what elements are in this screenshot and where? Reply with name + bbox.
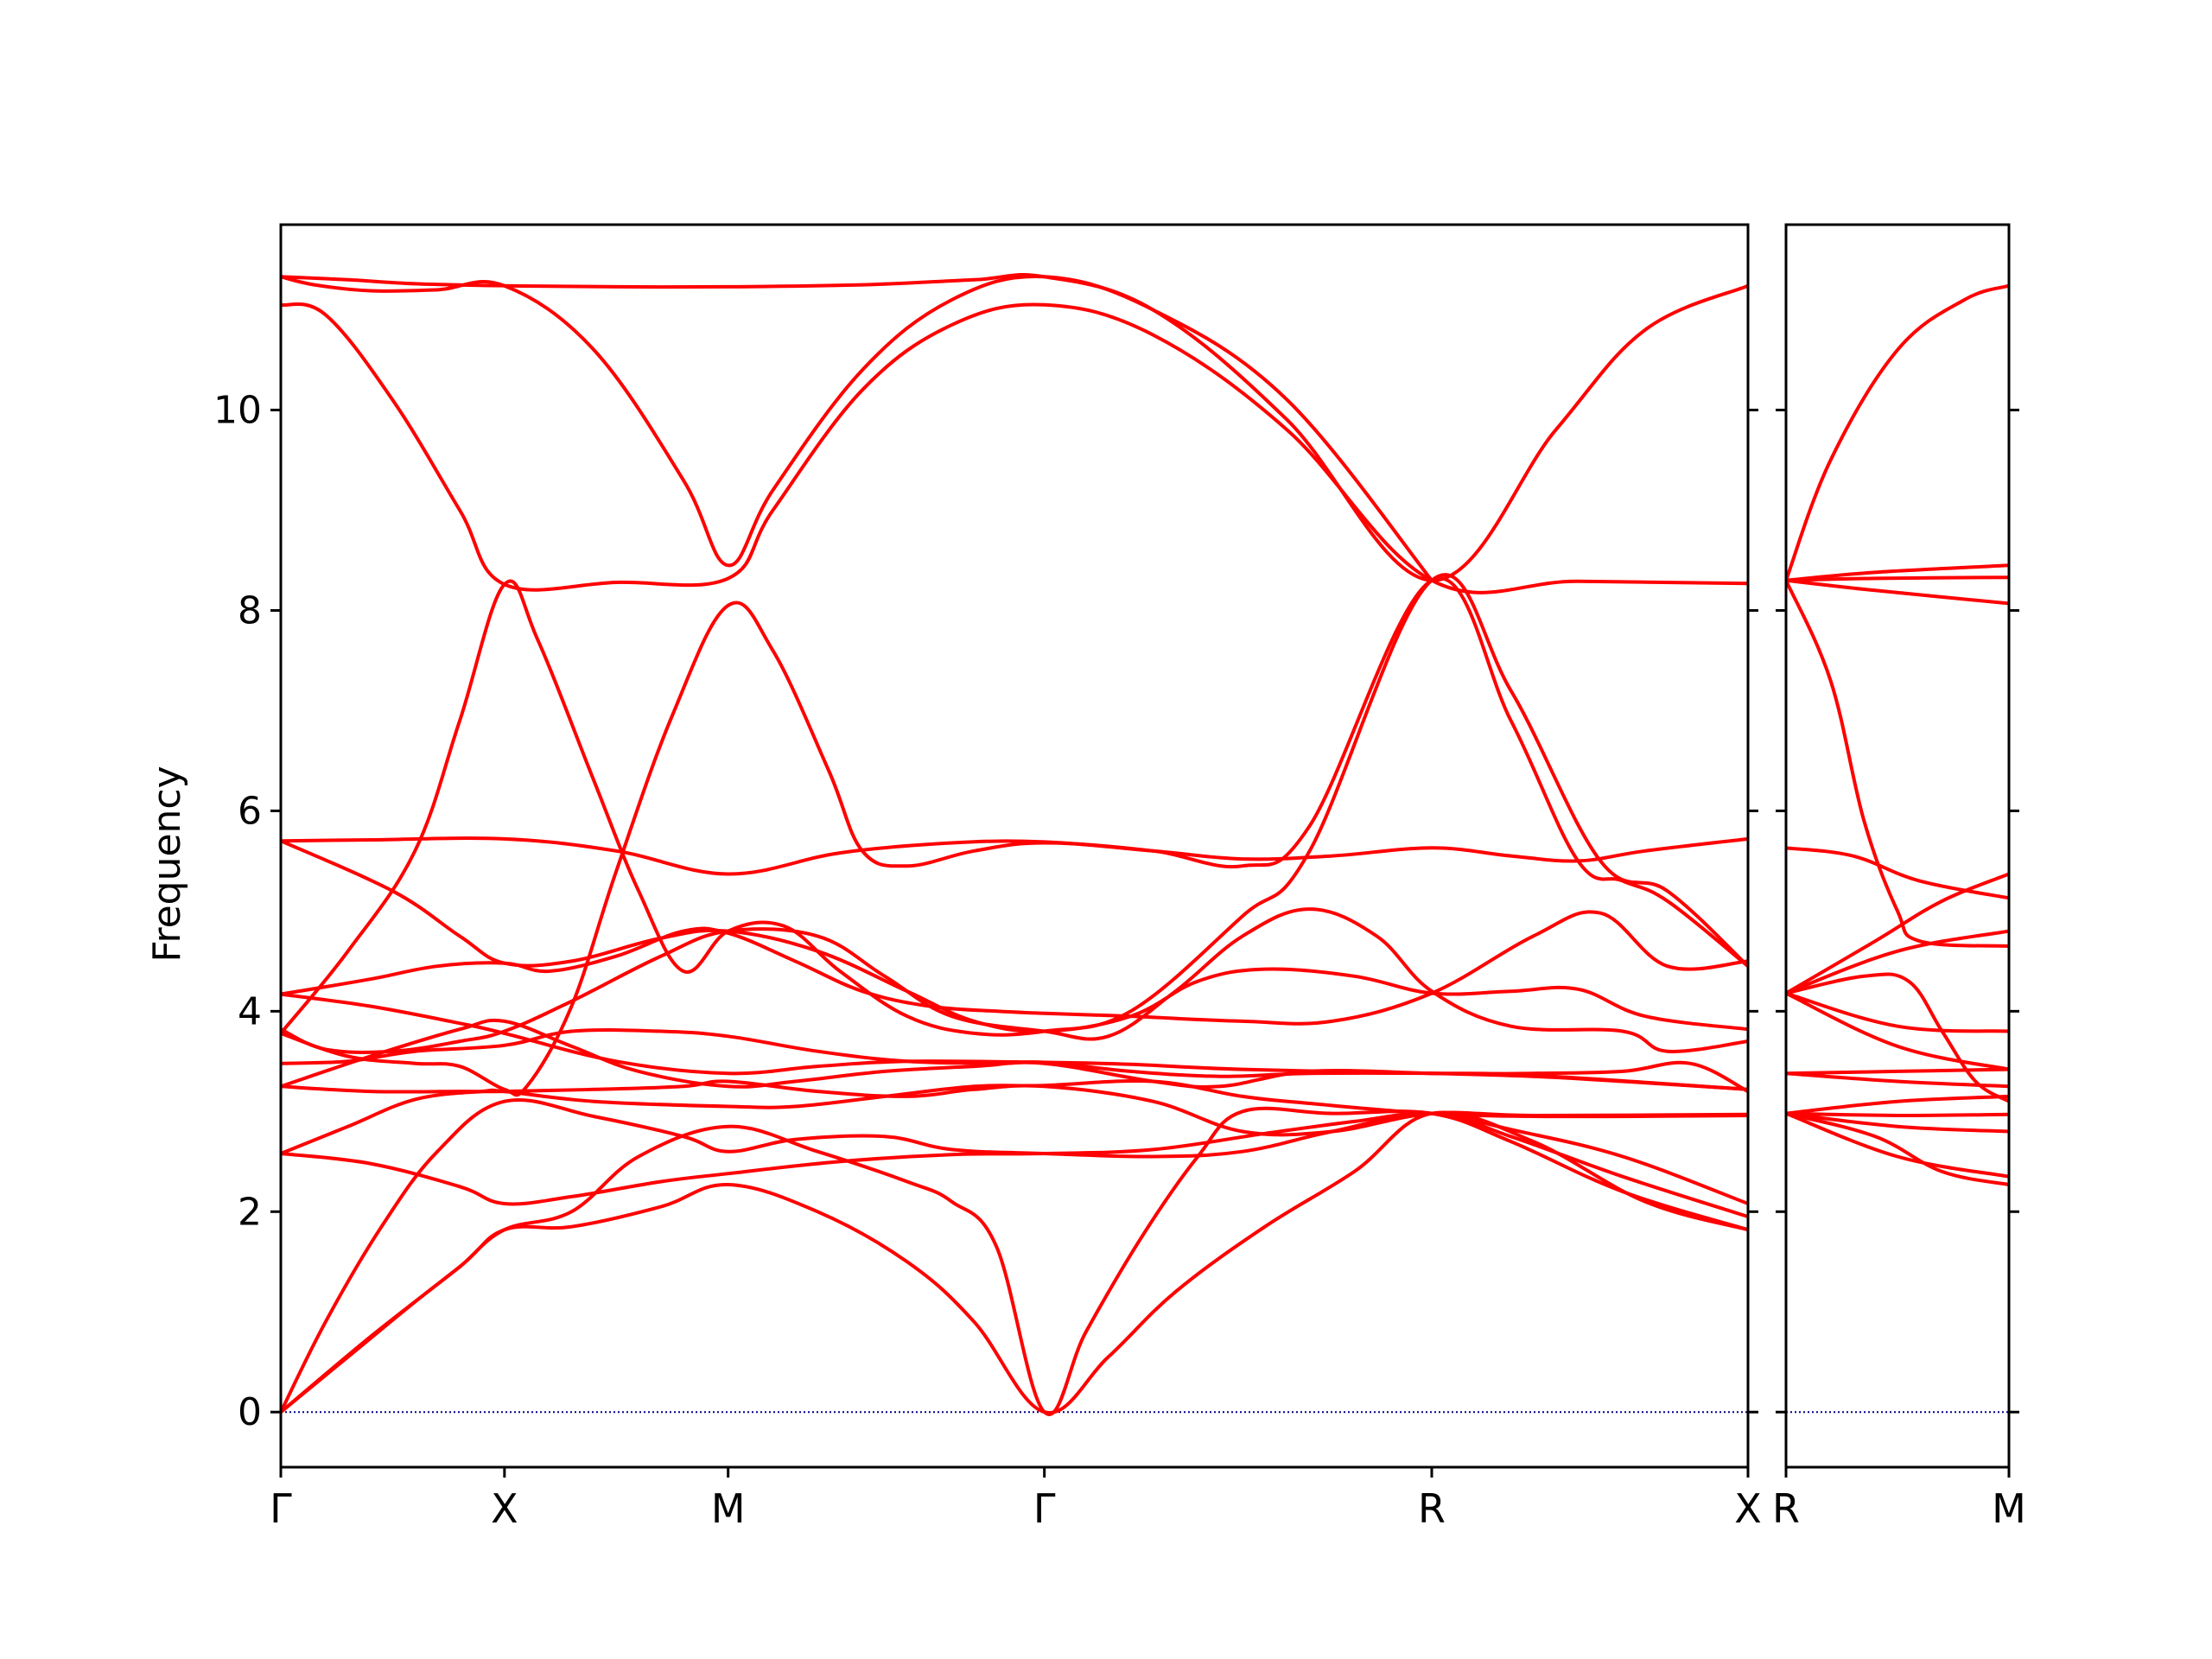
band-line-17 [1786,1111,2009,1179]
band-line-3 [281,302,1748,594]
y-tick-label: 0 [238,1390,262,1434]
panel-1: 0 2 4 6 8 10 Γ X M Γ R X [213,223,1762,1532]
band-line-12 [1786,1067,2009,1076]
band-line-16 [1786,1111,2009,1134]
band-line-18 [1786,1111,2009,1186]
band-line-2 [281,275,1433,582]
band-line-6 [281,992,1748,1094]
y-tick-label: 10 [213,389,262,433]
x-tick-label: R [1772,1485,1800,1532]
x-tick-label: Γ [1033,1485,1056,1532]
band-line-4 [1786,578,2009,606]
band-line-10 [281,910,1748,1026]
band-lines [1786,283,2009,1186]
band-line-7 [281,907,1748,1054]
axes-frame [279,223,1750,1469]
y-axis-label: Frequency [145,766,189,962]
band-line-9 [281,576,1748,1097]
x-tick-label: M [1992,1485,2026,1532]
band-line-15 [1786,1111,2009,1118]
x-tick-label: X [1734,1485,1762,1532]
band-line-3 [1786,575,2009,582]
y-tick-label: 2 [238,1190,262,1234]
band-line-15 [281,1111,1748,1206]
band-line-7 [1786,872,2009,995]
band-line-12 [281,1018,1748,1091]
band-line-14 [1786,1094,2009,1116]
band-line-9 [1786,972,2009,1103]
y-tick-label: 6 [238,789,262,833]
x-tick-label: Γ [270,1485,292,1532]
y-tick-label: 8 [238,588,262,632]
axes-frame [1784,223,2011,1469]
band-line-6 [1786,846,2009,900]
band-line-18 [281,1110,1748,1414]
band-line-10 [1786,991,2009,1033]
x-tick-label: X [491,1485,518,1532]
band-line-11 [1786,991,2009,1071]
band-line-8 [281,573,1748,1037]
x-tick-label: R [1418,1485,1446,1532]
band-line-8 [1786,929,2009,995]
band-line-13 [1786,1071,2009,1089]
band-lines [281,272,1748,1416]
x-tick-label: M [711,1485,746,1532]
y-tick-label: 4 [238,989,262,1033]
band-line-1 [1786,283,2009,582]
